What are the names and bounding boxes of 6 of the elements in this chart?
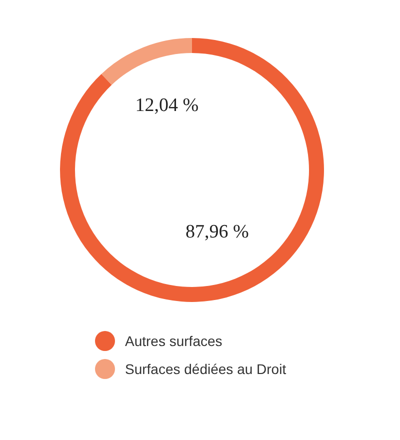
legend-label: Autres surfaces (125, 333, 222, 349)
donut-slice (60, 38, 324, 302)
data-label: 12,04 % (135, 95, 199, 116)
data-label: 87,96 % (185, 222, 249, 243)
donut-slice (101, 38, 192, 85)
legend-label: Surfaces dédiées au Droit (125, 361, 286, 377)
